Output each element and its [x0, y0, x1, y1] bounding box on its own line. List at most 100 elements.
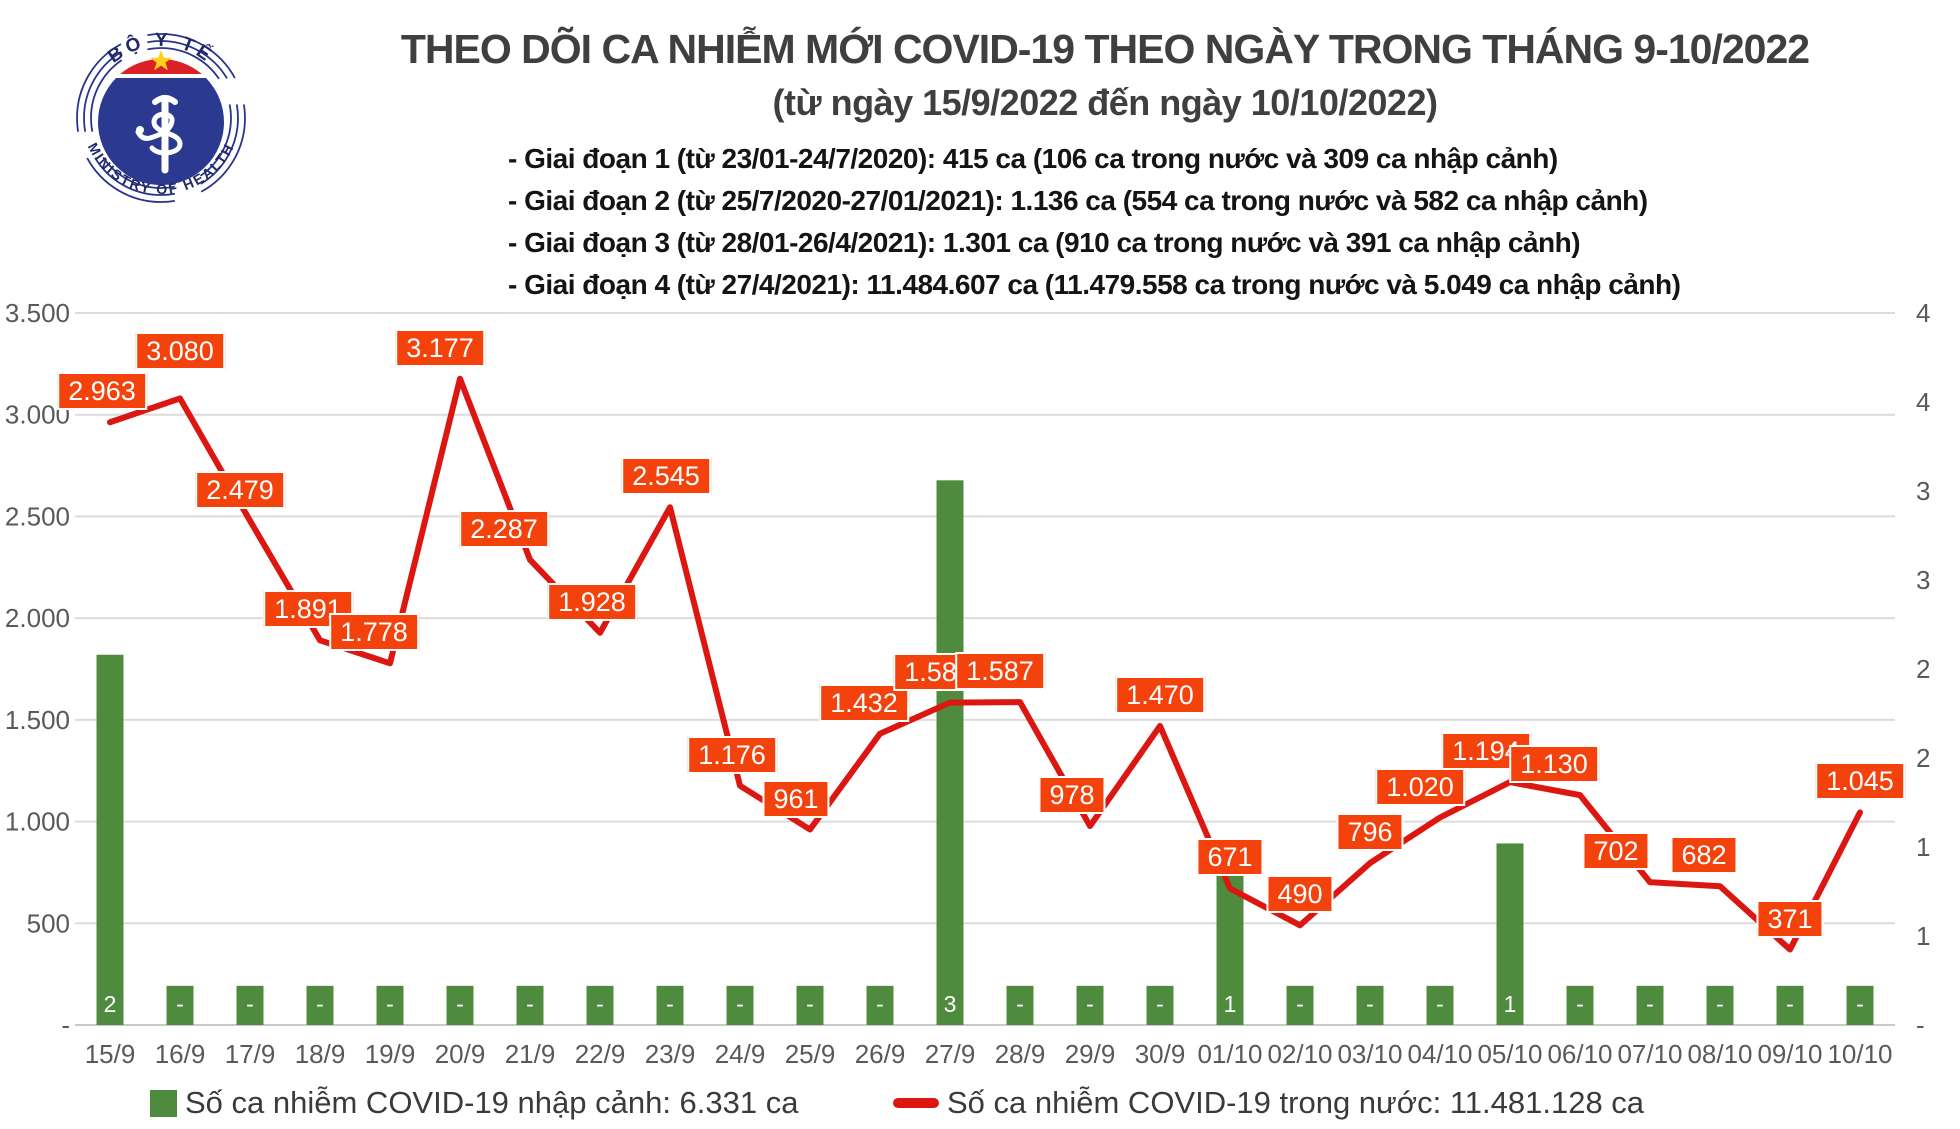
bar-value-label: -	[1156, 991, 1164, 1017]
bar-value-label: -	[386, 991, 394, 1017]
bar-value-label: 1	[1504, 991, 1517, 1017]
left-axis-tick-label: 2.500	[5, 501, 70, 531]
x-axis-label: 09/10	[1757, 1039, 1822, 1069]
bar-value-label: -	[1856, 991, 1864, 1017]
legend-item-imported: Số ca nhiễm COVID-19 nhập cảnh: 6.331 ca	[150, 1085, 798, 1121]
phase-2-summary: - Giai đoạn 2 (từ 25/7/2020-27/01/2021):…	[508, 185, 1648, 216]
legend-line-swatch	[893, 1098, 939, 1108]
x-axis-label: 18/9	[295, 1039, 346, 1069]
bar-value-label: -	[1086, 991, 1094, 1017]
page-subtitle: (từ ngày 15/9/2022 đến ngày 10/10/2022)	[772, 82, 1438, 123]
right-axis-tick-label: 2	[1916, 743, 1930, 773]
right-axis-tick-label: 1	[1916, 832, 1930, 862]
phase-1-summary: - Giai đoạn 1 (từ 23/01-24/7/2020): 415 …	[508, 143, 1558, 174]
right-axis-tick-label: 3	[1916, 476, 1930, 506]
bar-imported-cases	[1636, 985, 1664, 1025]
x-axis-label: 27/9	[925, 1039, 976, 1069]
x-axis-label: 17/9	[225, 1039, 276, 1069]
bar-value-label: -	[1366, 991, 1374, 1017]
bar-imported-cases	[1566, 985, 1594, 1025]
bar-value-label: -	[1016, 991, 1024, 1017]
x-axis-label: 22/9	[575, 1039, 626, 1069]
bar-value-label: -	[1786, 991, 1794, 1017]
bar-imported-cases	[1846, 985, 1874, 1025]
legend-item-domestic: Số ca nhiễm COVID-19 trong nước: 11.481.…	[893, 1085, 1644, 1121]
x-axis-label: 15/9	[85, 1039, 136, 1069]
bar-imported-cases	[1286, 985, 1314, 1025]
x-axis-label: 28/9	[995, 1039, 1046, 1069]
bar-imported-cases	[1776, 985, 1804, 1025]
x-axis-label: 05/10	[1477, 1039, 1542, 1069]
left-axis-tick-label: 500	[27, 908, 70, 938]
ministry-of-health-logo: BỘ Y TẾ MINISTRY OF HEALTH	[76, 30, 246, 203]
right-axis-tick-label: -	[1916, 1010, 1925, 1040]
logo-decorative-arcs	[76, 33, 246, 203]
legend-bar-swatch	[150, 1089, 177, 1117]
bar-imported-cases	[306, 985, 334, 1025]
bar-imported-cases	[866, 985, 894, 1025]
right-axis-tick-label: 4	[1916, 298, 1930, 328]
page-title: THEO DÕI CA NHIỄM MỚI COVID-19 THEO NGÀY…	[400, 26, 1810, 72]
phase-3-summary: - Giai đoạn 3 (từ 28/01-26/4/2021): 1.30…	[508, 227, 1581, 258]
bar-value-label: -	[1576, 991, 1584, 1017]
x-axis-label: 07/10	[1617, 1039, 1682, 1069]
x-axis-label: 04/10	[1407, 1039, 1472, 1069]
phase-4-summary: - Giai đoạn 4 (từ 27/4/2021): 11.484.607…	[508, 269, 1681, 300]
bar-imported-cases	[1706, 985, 1734, 1025]
x-axis-label: 06/10	[1547, 1039, 1612, 1069]
x-axis-label: 23/9	[645, 1039, 696, 1069]
rod-of-asclepius-icon	[135, 95, 183, 174]
bar-imported-cases	[796, 985, 824, 1025]
bar-imported-cases	[1076, 985, 1104, 1025]
bar-imported-cases	[166, 985, 194, 1025]
bar-value-label: -	[596, 991, 604, 1017]
bar-imported-cases	[376, 985, 404, 1025]
bar-imported-cases	[236, 985, 264, 1025]
bar-value-label: 3	[944, 991, 957, 1017]
bar-value-label: -	[876, 991, 884, 1017]
bar-imported-cases	[656, 985, 684, 1025]
right-axis-tick-label: 3	[1916, 565, 1930, 595]
x-axis-label: 20/9	[435, 1039, 486, 1069]
x-axis-label: 29/9	[1065, 1039, 1116, 1069]
bar-value-label: -	[526, 991, 534, 1017]
logo-red-cap	[120, 59, 202, 74]
x-axis-label: 19/9	[365, 1039, 416, 1069]
bar-value-label: -	[806, 991, 814, 1017]
x-axis-label: 10/10	[1827, 1039, 1892, 1069]
bar-imported-cases	[96, 654, 124, 1025]
bar-imported-cases	[516, 985, 544, 1025]
x-axis-label: 26/9	[855, 1039, 906, 1069]
left-axis-tick-label: 3.500	[5, 298, 70, 328]
legend-imported-label: Số ca nhiễm COVID-19 nhập cảnh: 6.331 ca	[185, 1085, 799, 1120]
right-axis-tick-label: 1	[1916, 921, 1930, 951]
bar-value-label: -	[316, 991, 324, 1017]
bar-imported-cases	[936, 480, 964, 1025]
left-axis-tick-label: 1.500	[5, 705, 70, 735]
right-axis-tick-label: 2	[1916, 654, 1930, 684]
bar-value-label: -	[1296, 991, 1304, 1017]
right-axis-tick-label: 4	[1916, 387, 1930, 417]
bar-imported-cases	[586, 985, 614, 1025]
x-axis-label: 30/9	[1135, 1039, 1186, 1069]
bar-value-label: -	[1436, 991, 1444, 1017]
line-domestic-cases	[107, 375, 1863, 953]
bar-value-label: 2	[104, 991, 117, 1017]
x-axis-label: 16/9	[155, 1039, 206, 1069]
bar-imported-cases	[1146, 985, 1174, 1025]
bar-value-label: -	[1716, 991, 1724, 1017]
x-axis-label: 08/10	[1687, 1039, 1752, 1069]
left-axis-tick-label: 1.000	[5, 807, 70, 837]
left-axis-tick-label: 2.000	[5, 603, 70, 633]
x-axis-label: 24/9	[715, 1039, 766, 1069]
logo-star-icon	[150, 50, 172, 71]
bar-imported-cases	[1496, 843, 1524, 1025]
bar-value-label: -	[456, 991, 464, 1017]
bar-value-label: -	[246, 991, 254, 1017]
x-axis-label: 02/10	[1267, 1039, 1332, 1069]
bar-imported-cases	[1426, 985, 1454, 1025]
x-axis-label: 03/10	[1337, 1039, 1402, 1069]
x-axis-label: 25/9	[785, 1039, 836, 1069]
x-axis-label: 21/9	[505, 1039, 556, 1069]
